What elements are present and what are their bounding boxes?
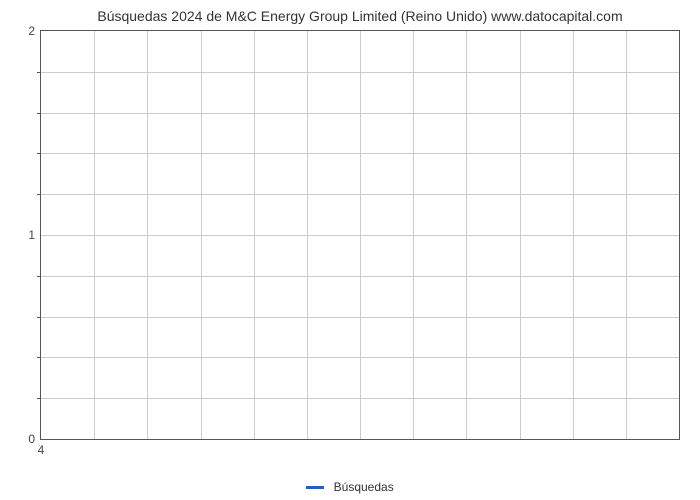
y-axis-tick-label: 0 <box>28 432 35 446</box>
y-axis-minor-tick <box>37 153 41 154</box>
gridline-vertical <box>520 31 521 439</box>
legend: Búsquedas <box>0 479 700 494</box>
gridline-vertical <box>466 31 467 439</box>
gridline-vertical <box>413 31 414 439</box>
gridline-vertical <box>626 31 627 439</box>
y-axis-tick-label: 1 <box>28 228 35 242</box>
y-axis-minor-tick <box>37 398 41 399</box>
gridline-vertical <box>147 31 148 439</box>
y-axis-minor-tick <box>37 357 41 358</box>
y-axis-tick-label: 2 <box>28 24 35 38</box>
x-axis-tick-label: 4 <box>38 443 45 457</box>
gridline-vertical <box>360 31 361 439</box>
chart-container: Búsquedas 2024 de M&C Energy Group Limit… <box>40 8 680 450</box>
y-axis-minor-tick <box>37 276 41 277</box>
gridline-vertical <box>573 31 574 439</box>
legend-line-icon <box>306 486 324 489</box>
chart-title: Búsquedas 2024 de M&C Energy Group Limit… <box>40 8 680 24</box>
gridline-vertical <box>254 31 255 439</box>
legend-label: Búsquedas <box>334 480 394 494</box>
y-axis-minor-tick <box>37 317 41 318</box>
gridline-vertical <box>307 31 308 439</box>
gridline-vertical <box>201 31 202 439</box>
plot-area: 0124 <box>40 30 680 440</box>
y-axis-minor-tick <box>37 194 41 195</box>
y-axis-minor-tick <box>37 113 41 114</box>
y-axis-minor-tick <box>37 72 41 73</box>
gridline-vertical <box>94 31 95 439</box>
